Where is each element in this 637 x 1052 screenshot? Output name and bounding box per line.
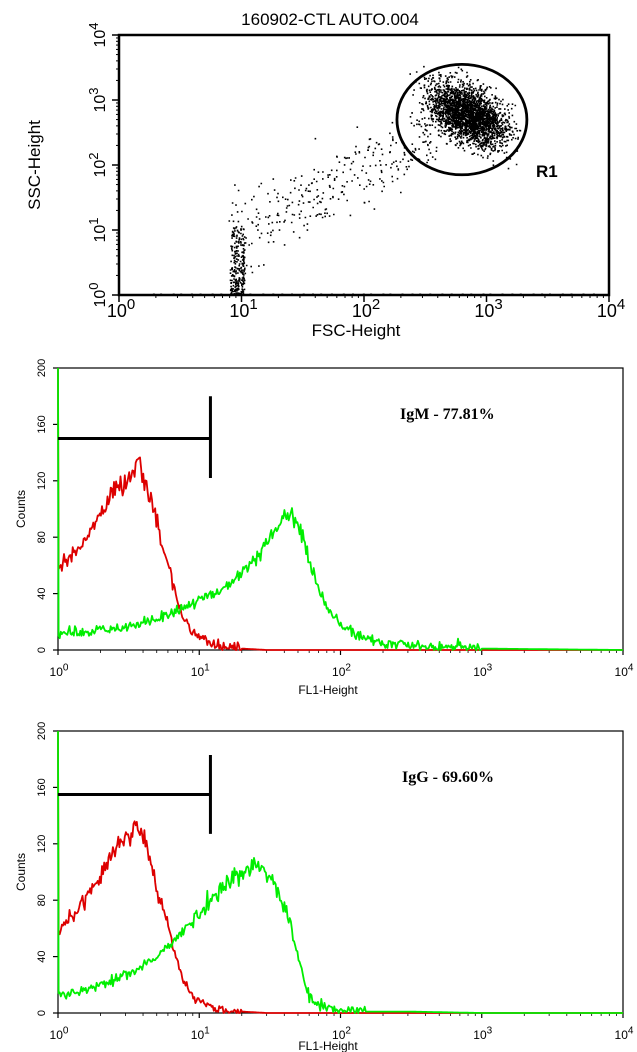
chart-title: 160902-CTL AUTO.004 (241, 10, 419, 29)
y-tick-label: 200 (36, 722, 48, 740)
percentage-annotation: IgM - 77.81% (400, 406, 495, 423)
y-tick-label: 40 (36, 950, 48, 962)
x-tick-label: 102 (332, 663, 351, 679)
histogram-series (57, 367, 623, 651)
y-tick-label: 80 (36, 531, 48, 543)
histogram-panel-igm: 0 40 80 120 160 200 100 101 102 103 104 IgM - 77.8… (14, 359, 634, 697)
y-tick-label: 120 (36, 835, 48, 853)
x-axis-label: FSC-Height (312, 321, 401, 340)
y-tick-label: 40 (36, 587, 48, 599)
event-dot-cloud (152, 65, 595, 296)
x-tick-label: 102 (332, 1026, 351, 1042)
y-axis-label: SSC-Height (25, 120, 44, 210)
gate-r1 (395, 62, 529, 177)
gate-marker (58, 396, 212, 478)
x-tick-label: 103 (474, 296, 502, 321)
x-tick-label: 101 (229, 296, 257, 321)
axis-ticks: 0 40 80 120 160 200 100 101 102 103 104 (36, 722, 634, 1042)
stained-series-line (57, 730, 623, 1014)
x-axis-label: FL1-Height (298, 1039, 358, 1052)
scatter-panel: 160902-CTL AUTO.004 100 101 102 103 10410010… (25, 10, 625, 340)
y-tick-label: 102 (86, 152, 109, 177)
gate-marker (58, 754, 212, 834)
axis-ticks: 0 40 80 120 160 200 100 101 102 103 104 (36, 359, 634, 679)
x-tick-label: 102 (352, 296, 380, 321)
histogram-series (57, 730, 623, 1014)
y-axis-label: Counts (14, 490, 28, 528)
y-tick-label: 0 (36, 647, 48, 653)
control-series-line (57, 367, 623, 651)
y-tick-label: 101 (86, 217, 109, 242)
plot-frame (57, 730, 624, 1014)
axis-ticks: 100 101 102 103 104 100 101 102 103 104 (86, 22, 625, 321)
y-tick-label: 0 (36, 1010, 48, 1016)
y-tick-label: 103 (86, 87, 109, 112)
x-axis-label: FL1-Height (298, 683, 358, 697)
stained-series-line (57, 367, 623, 651)
y-tick-label: 104 (86, 22, 109, 47)
y-tick-label: 200 (36, 359, 48, 377)
y-tick-label: 80 (36, 894, 48, 906)
percentage-annotation: IgG - 69.60% (402, 769, 494, 786)
y-tick-label: 120 (36, 472, 48, 490)
x-tick-label: 100 (50, 1026, 69, 1042)
event-dots (152, 65, 595, 296)
x-tick-label: 103 (473, 1026, 492, 1042)
control-series-line (57, 730, 623, 1014)
plot-frame (57, 367, 624, 651)
x-tick-label: 100 (107, 296, 135, 321)
x-tick-label: 101 (191, 1026, 210, 1042)
y-tick-label: 160 (36, 778, 48, 796)
x-tick-label: 101 (191, 663, 210, 679)
x-tick-label: 100 (50, 663, 69, 679)
x-tick-label: 104 (597, 296, 625, 321)
x-tick-label: 104 (615, 1026, 634, 1042)
x-tick-label: 103 (473, 663, 492, 679)
y-tick-label: 100 (86, 282, 109, 307)
histogram-panel-igg: 0 40 80 120 160 200 100 101 102 103 104 IgG - 69.6… (14, 722, 634, 1052)
x-tick-label: 104 (615, 663, 634, 679)
y-tick-label: 160 (36, 415, 48, 433)
gate-label: R1 (536, 162, 558, 181)
y-axis-label: Counts (14, 853, 28, 891)
